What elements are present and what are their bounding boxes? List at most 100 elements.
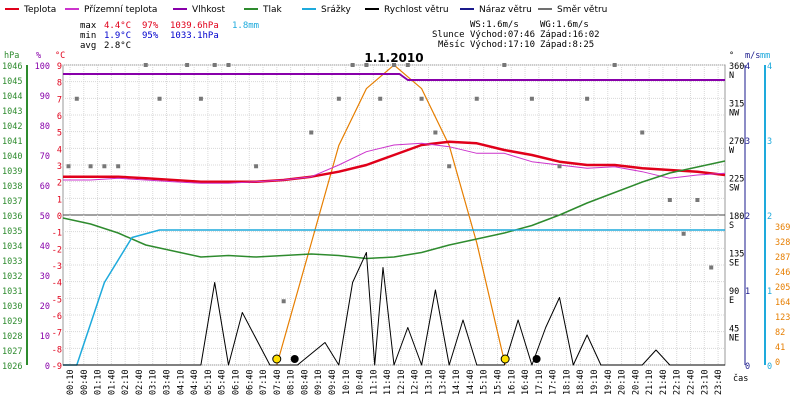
x-tick-label: 06:10 — [231, 369, 241, 395]
direction-tick-compass: S — [729, 221, 734, 231]
solar-tick: 41 — [775, 343, 785, 353]
rain-tick: 1 — [767, 287, 772, 297]
x-tick-label: 21:40 — [659, 369, 669, 395]
x-tick-label: 18:40 — [576, 369, 586, 395]
hpa-tick: 1036 — [2, 212, 22, 222]
solar-tick: 205 — [775, 283, 790, 293]
temperature-tick: -1 — [52, 229, 62, 239]
x-tick-label: 10:10 — [342, 369, 352, 395]
hpa-tick: 1045 — [2, 77, 22, 87]
x-tick-label: 00:10 — [66, 369, 76, 395]
chart-title: 1.1.2010 — [364, 51, 423, 65]
wind-direction-point — [74, 96, 79, 101]
stat-label-avg: avg — [80, 41, 96, 51]
temperature-tick: 4 — [57, 145, 62, 155]
rain-axis-title: mm — [760, 51, 770, 61]
x-axis-label: čas — [733, 373, 748, 384]
temperature-tick: 9 — [57, 62, 62, 72]
stats-panel: max 4.4°C 97% 1039.6hPa 1.8mm min 1.9°C 95% 1033… — [80, 21, 259, 51]
wind-direction-point — [66, 164, 71, 169]
legend-label-2: Přízemní teplota — [84, 5, 157, 15]
hpa-tick: 1044 — [2, 92, 22, 102]
x-tick-label: 07:10 — [259, 369, 269, 395]
x-tick-label: 17:40 — [549, 369, 559, 395]
x-tick-label: 00:40 — [80, 369, 90, 395]
humidity-tick: 90 — [40, 92, 50, 102]
humidity-tick: 30 — [40, 272, 50, 282]
hpa-tick: 1026 — [2, 362, 22, 372]
legend-label-7: Náraz větru — [479, 5, 532, 15]
humidity-tick: 70 — [40, 152, 50, 162]
wind-tick: 3 — [745, 137, 750, 147]
legend-label-4: Tlak — [262, 5, 283, 15]
stat-temp-min: 1.9°C — [104, 31, 131, 41]
x-tick-label: 16:40 — [521, 369, 531, 395]
wind-direction-point — [157, 96, 162, 101]
stat-label-max: max — [80, 21, 97, 31]
hpa-tick: 1039 — [2, 167, 22, 177]
x-tick-label: 22:10 — [673, 369, 683, 395]
hpa-tick: 1030 — [2, 302, 22, 312]
x-tick-label: 18:10 — [562, 369, 572, 395]
temperature-tick: -8 — [52, 345, 62, 355]
direction-tick-compass: W — [729, 146, 735, 156]
x-tick-label: 20:40 — [631, 369, 641, 395]
moonset-marker — [290, 355, 299, 363]
wind-direction-point — [695, 198, 700, 202]
humidity-tick: 50 — [40, 212, 50, 222]
info-wg: WG:1.6m/s — [540, 20, 589, 30]
x-tick-label: 13:40 — [438, 369, 448, 395]
rain-tick: 0 — [767, 362, 772, 372]
x-tick-label: 14:40 — [466, 369, 476, 395]
hpa-tick: 1031 — [2, 287, 22, 297]
temperature-tick: -6 — [52, 312, 62, 322]
stat-temp-avg: 2.8°C — [104, 41, 131, 51]
x-tick-label: 05:40 — [218, 369, 228, 395]
wind-direction-point — [336, 96, 341, 101]
x-tick-label: 09:40 — [328, 369, 338, 395]
direction-axis-title: ° — [729, 51, 734, 61]
hpa-tick: 1035 — [2, 227, 22, 237]
info-moonrise: Východ:17:10 — [470, 40, 535, 50]
solar-tick: 164 — [775, 298, 790, 308]
wind-direction-point — [447, 164, 452, 169]
stat-hum-min: 95% — [142, 31, 159, 41]
wind-direction-point — [143, 63, 148, 67]
hpa-tick: 1041 — [2, 137, 22, 147]
wind-tick: 2 — [745, 212, 750, 222]
humidity-tick: 80 — [40, 122, 50, 132]
wind-direction-point — [612, 63, 617, 67]
temperature-tick: 5 — [57, 129, 62, 139]
wind-direction-point — [419, 96, 424, 101]
x-tick-label: 08:40 — [300, 369, 310, 395]
humidity-tick: 10 — [40, 332, 50, 342]
wind-direction-point — [281, 299, 286, 304]
solar-tick: 0 — [775, 358, 780, 368]
x-tick-label: 12:10 — [397, 369, 407, 395]
x-tick-label: 15:40 — [493, 369, 503, 395]
hpa-tick: 1034 — [2, 242, 22, 252]
stat-rain-max: 1.8mm — [232, 21, 259, 31]
x-tick-label: 14:10 — [452, 369, 462, 395]
rain-tick: 4 — [767, 62, 772, 72]
temperature-tick: 2 — [57, 179, 62, 189]
wind-direction-point — [392, 63, 396, 67]
wind-direction-point — [502, 63, 507, 67]
x-tick-label: 23:40 — [714, 369, 724, 395]
solar-tick: 123 — [775, 313, 790, 323]
x-tick-label: 05:10 — [204, 369, 214, 395]
x-tick-label: 12:40 — [411, 369, 421, 395]
wind-direction-point — [198, 96, 203, 101]
series-tlak — [62, 160, 726, 260]
temperature-axis-title: °C — [55, 51, 65, 61]
stat-hum-max: 97% — [142, 21, 159, 31]
hpa-tick: 1028 — [2, 332, 22, 342]
wind-direction-point — [433, 130, 438, 135]
legend: Teplota Přízemní teplota Vlhkost Tlak Srážky… — [5, 5, 607, 15]
wind-direction-point — [212, 63, 217, 67]
wind-direction-point — [474, 96, 479, 101]
hpa-axis-title: hPa — [4, 51, 19, 61]
x-tick-label: 17:10 — [535, 369, 545, 395]
axes: hPa% °C1046104510441043104210411040103910… — [2, 51, 790, 372]
